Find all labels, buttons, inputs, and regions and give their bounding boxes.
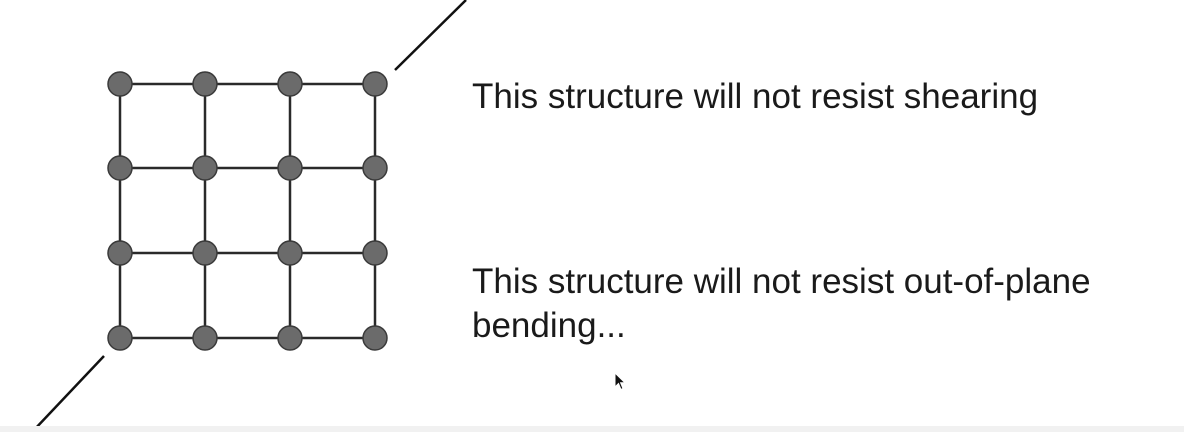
- lattice-node: [192, 155, 218, 181]
- lattice-node: [277, 240, 303, 266]
- lattice-node: [192, 325, 218, 351]
- lattice-node: [107, 71, 133, 97]
- lattice-node: [362, 325, 388, 351]
- shear-caption: This structure will not resist shearing: [472, 77, 1039, 116]
- diagonal-line-top-right: [394, 0, 467, 71]
- lattice-bars: [118, 82, 377, 340]
- bottom-strip: [0, 426, 1184, 432]
- bending-caption-line-1: This structure will not resist out-of-pl…: [472, 262, 1091, 301]
- bending-caption-line-2: bending...: [472, 306, 626, 345]
- lattice-node: [107, 240, 133, 266]
- lattice-node: [277, 155, 303, 181]
- lattice-node: [277, 71, 303, 97]
- mouse-pointer-icon: [614, 372, 626, 391]
- lattice-node: [107, 325, 133, 351]
- diagonal-line-bottom-left: [33, 355, 105, 431]
- lattice-node: [192, 240, 218, 266]
- lattice-nodes: [107, 71, 388, 351]
- lattice-node: [277, 325, 303, 351]
- lattice-node: [362, 155, 388, 181]
- lattice-node: [362, 71, 388, 97]
- lattice-node: [362, 240, 388, 266]
- lattice-node: [107, 155, 133, 181]
- lattice-node: [192, 71, 218, 97]
- bending-caption: This structure will not resist out-of-pl…: [472, 260, 1162, 348]
